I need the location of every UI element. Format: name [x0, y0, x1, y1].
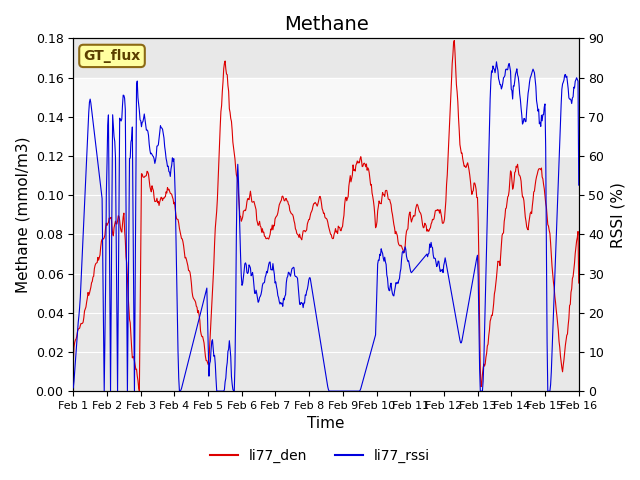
li77_rssi: [79, 248, 86, 254]
li77_den: [388, 208, 396, 214]
li77_den: [182, 257, 190, 263]
Line: li77_den: li77_den: [73, 40, 579, 391]
li77_den: [136, 388, 143, 394]
li77_rssi: [575, 182, 582, 188]
li77_den: [209, 275, 217, 281]
li77_rssi: [69, 385, 77, 391]
Y-axis label: RSSI (%): RSSI (%): [610, 182, 625, 248]
li77_rssi: [182, 366, 190, 372]
li77_rssi: [100, 388, 108, 394]
li77_rssi: [209, 346, 217, 352]
li77_den: [69, 360, 77, 366]
Title: Methane: Methane: [284, 15, 369, 34]
li77_den: [451, 37, 458, 43]
Y-axis label: Methane (mmol/m3): Methane (mmol/m3): [15, 136, 30, 293]
Text: GT_flux: GT_flux: [83, 49, 141, 63]
Bar: [73, 78, 579, 156]
li77_den: [79, 321, 86, 326]
Line: li77_rssi: li77_rssi: [73, 62, 579, 391]
li77_rssi: [388, 287, 396, 293]
li77_rssi: [493, 59, 500, 65]
li77_rssi: [131, 289, 139, 295]
li77_den: [131, 358, 138, 364]
X-axis label: Time: Time: [307, 417, 345, 432]
li77_den: [575, 280, 582, 286]
li77_rssi: [403, 253, 410, 259]
li77_den: [403, 228, 410, 234]
Legend: li77_den, li77_rssi: li77_den, li77_rssi: [204, 443, 436, 468]
